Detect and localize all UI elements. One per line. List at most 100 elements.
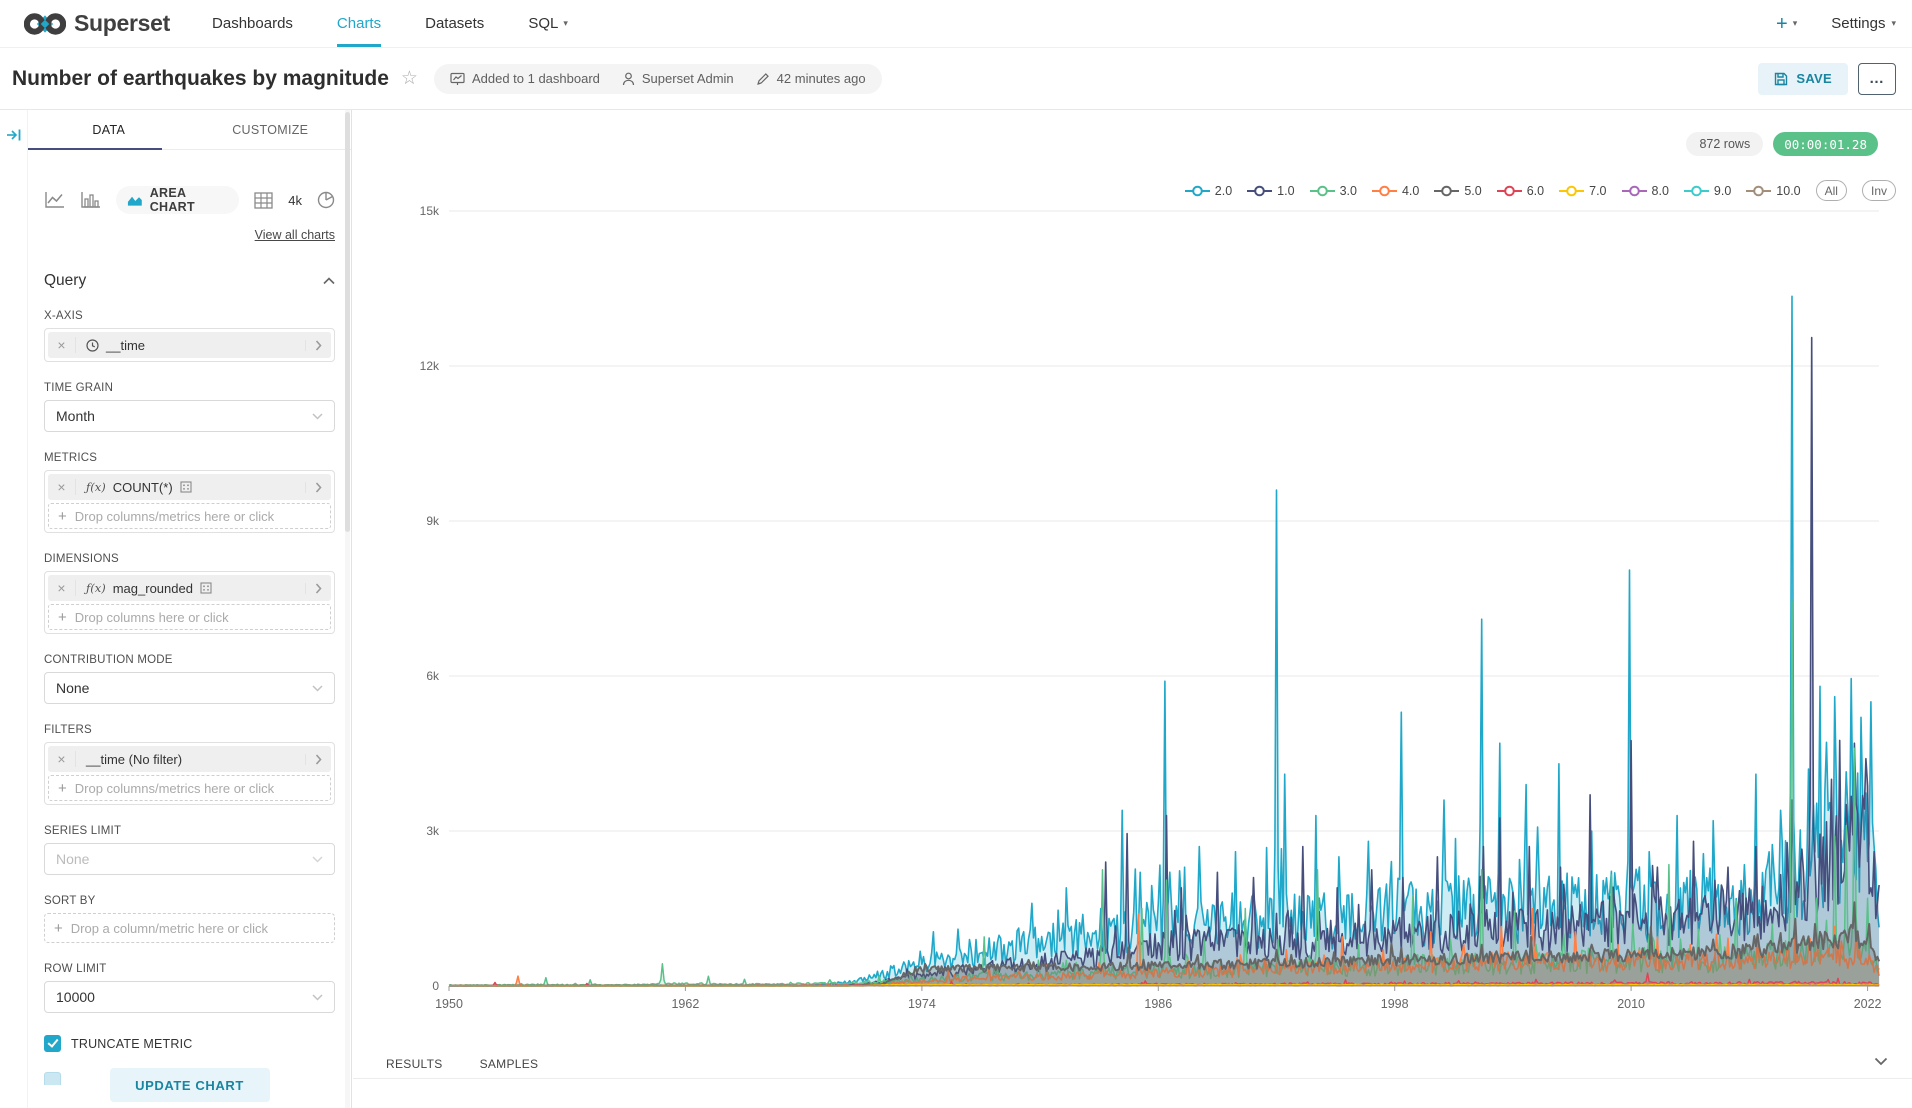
legend-item-1-0[interactable]: 1.0 [1247, 184, 1295, 198]
favorite-star-icon[interactable]: ☆ [400, 68, 418, 89]
control-label: SERIES LIMIT [44, 825, 122, 837]
legend-item-8-0[interactable]: 8.0 [1621, 184, 1669, 198]
remove-icon[interactable]: × [48, 337, 76, 353]
control-panel: DATA CUSTOMIZE AREA CHART [28, 110, 352, 1108]
truncate-metric-label: TRUNCATE METRIC [71, 1036, 193, 1051]
metric-pill[interactable]: × ƒ(x) COUNT(*) [48, 474, 331, 500]
legend-marker-icon [1621, 185, 1647, 197]
legend-item-2-0[interactable]: 2.0 [1184, 184, 1232, 198]
legend-inv-button[interactable]: Inv [1861, 180, 1896, 201]
time-grain-select[interactable]: Month [44, 400, 335, 432]
update-chart-button[interactable]: UPDATE CHART [109, 1068, 270, 1102]
chevron-right-icon[interactable] [305, 582, 331, 594]
chevron-right-icon[interactable] [305, 753, 331, 765]
svg-text:1974: 1974 [908, 997, 936, 1011]
drop-hint: Drop columns/metrics here or click [74, 508, 275, 524]
remove-icon[interactable]: × [48, 580, 76, 596]
plus-icon: + [1776, 12, 1788, 35]
pie-chart-icon[interactable] [317, 191, 335, 209]
save-icon [1775, 72, 1788, 85]
tab-results[interactable]: RESULTS [386, 1057, 443, 1071]
tab-samples[interactable]: SAMPLES [479, 1057, 539, 1071]
nav-menu: Dashboards Charts Datasets SQL ▾ [212, 0, 568, 47]
dimensions-drop-zone[interactable]: + Drop columns here or click [48, 604, 331, 630]
collapse-results-panel-icon[interactable] [1874, 1053, 1888, 1071]
checkbox-partial[interactable] [44, 1072, 61, 1085]
nav-item-charts[interactable]: Charts [336, 0, 382, 47]
dimension-pill[interactable]: × ƒ(x) mag_rounded [48, 575, 331, 601]
row-limit-select[interactable]: 10000 [44, 981, 335, 1013]
bar-chart-icon[interactable] [80, 191, 101, 209]
legend-item-10-0[interactable]: 10.0 [1746, 184, 1801, 198]
superset-logo[interactable]: Superset [24, 0, 170, 47]
tab-customize[interactable]: CUSTOMIZE [190, 110, 352, 149]
legend-item-7-0[interactable]: 7.0 [1559, 184, 1607, 198]
chevron-down-icon: ▾ [1891, 18, 1896, 28]
query-section-header[interactable]: Query [44, 272, 335, 290]
nav-item-label: Dashboards [212, 15, 293, 32]
query-timer-badge: 00:00:01.28 [1773, 132, 1878, 156]
svg-text:1962: 1962 [671, 997, 699, 1011]
area-chart[interactable]: 0 3k 6k 9k 12k 15k 1950 1962 1974 1986 1998 2010 202… [353, 110, 1912, 1030]
legend-item-4-0[interactable]: 4.0 [1371, 184, 1419, 198]
metadata-badge-superset-admin: Superset Admin [622, 71, 734, 86]
tab-customize-label: CUSTOMIZE [232, 122, 309, 137]
view-all-charts-link[interactable]: View all charts [254, 228, 335, 242]
metadata-badge-added-to-1-dashboard[interactable]: Added to 1 dashboard [450, 71, 600, 86]
metrics-drop-zone[interactable]: + Drop columns/metrics here or click [48, 503, 331, 529]
legend-item-6-0[interactable]: 6.0 [1496, 184, 1544, 198]
contribution-mode-select[interactable]: None [44, 672, 335, 704]
metadata-badge-label: Superset Admin [641, 71, 734, 86]
chart-header: Number of earthquakes by magnitude ☆ Add… [0, 48, 1912, 110]
control-series-limit: SERIES LIMIT None [44, 825, 335, 875]
nav-item-datasets[interactable]: Datasets [425, 0, 484, 47]
legend-item-3-0[interactable]: 3.0 [1309, 184, 1357, 198]
chevron-up-icon [323, 277, 335, 285]
line-chart-icon[interactable] [44, 191, 65, 209]
time-grain-value: Month [56, 408, 95, 424]
tab-data[interactable]: DATA [28, 110, 190, 150]
svg-text:0: 0 [432, 979, 439, 993]
control-label: FILTERS [44, 724, 92, 736]
filters-drop-zone[interactable]: + Drop columns/metrics here or click [48, 775, 331, 801]
remove-icon[interactable]: × [48, 751, 76, 767]
save-button[interactable]: SAVE [1758, 62, 1848, 95]
legend-all-button[interactable]: All [1815, 180, 1847, 201]
legend-marker-icon [1309, 185, 1335, 197]
page-title: Number of earthquakes by magnitude [12, 66, 389, 90]
truncate-metric-checkbox[interactable] [44, 1035, 61, 1052]
legend-marker-icon [1746, 185, 1772, 197]
plus-icon: + [58, 779, 67, 797]
viz-type-row: AREA CHART 4k [44, 186, 335, 214]
panel-scrollbar[interactable] [345, 110, 350, 1108]
nav-item-dashboards[interactable]: Dashboards [212, 0, 293, 47]
more-options-button[interactable]: … [1858, 62, 1896, 95]
control-sort-by: SORT BY + Drop a column/metric here or c… [44, 895, 335, 943]
control-label: DIMENSIONS [44, 553, 119, 565]
legend-marker-icon [1559, 185, 1585, 197]
legend-marker-icon [1496, 185, 1522, 197]
chevron-down-icon [312, 855, 323, 863]
settings-menu[interactable]: Settings ▾ [1831, 15, 1896, 32]
metadata-badge-42-minutes-ago: 42 minutes ago [756, 71, 866, 86]
remove-icon[interactable]: × [48, 479, 76, 495]
control-x-axis: X-AXIS × __time [44, 310, 335, 362]
user-icon [622, 72, 635, 86]
chevron-right-icon[interactable] [305, 339, 331, 351]
chevron-right-icon[interactable] [305, 481, 331, 493]
sort-by-drop-zone[interactable]: + Drop a column/metric here or click [44, 913, 335, 943]
legend-marker-icon [1184, 185, 1210, 197]
legend-item-5-0[interactable]: 5.0 [1434, 184, 1482, 198]
viz-type-selected[interactable]: AREA CHART [116, 186, 240, 214]
plus-icon: + [58, 507, 67, 525]
filter-pill[interactable]: × __time (No filter) [48, 746, 331, 772]
expand-datasource-panel-icon[interactable] [6, 128, 22, 147]
series-limit-select[interactable]: None [44, 843, 335, 875]
viz-type-4k-option[interactable]: 4k [288, 192, 302, 208]
table-icon[interactable] [254, 191, 273, 209]
nav-item-sql[interactable]: SQL ▾ [528, 0, 568, 47]
x-axis-column-pill[interactable]: × __time [48, 332, 331, 358]
svg-text:2010: 2010 [1617, 997, 1645, 1011]
new-item-button[interactable]: + ▾ [1776, 14, 1797, 34]
legend-item-9-0[interactable]: 9.0 [1683, 184, 1731, 198]
